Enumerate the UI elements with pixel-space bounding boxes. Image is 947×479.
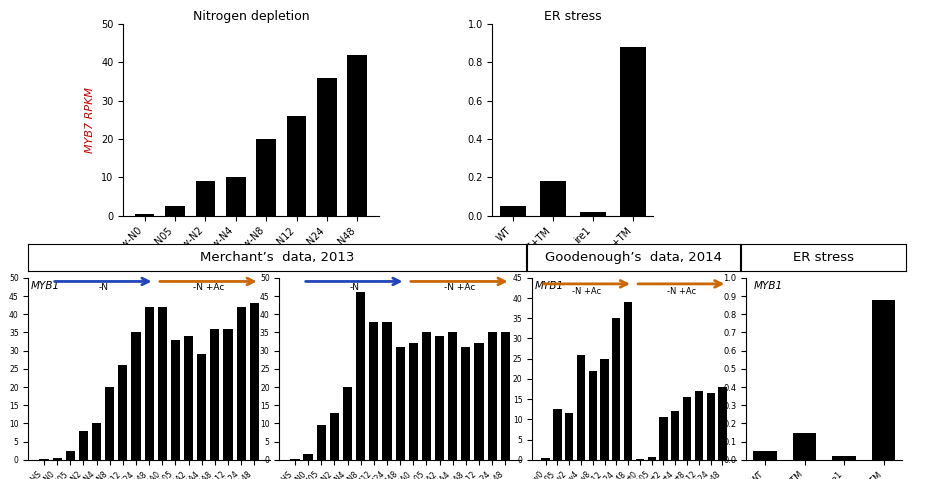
Bar <box>624 302 633 460</box>
Bar <box>435 336 444 460</box>
Bar <box>132 332 140 460</box>
Bar <box>872 300 896 460</box>
Bar <box>118 365 128 460</box>
Bar <box>210 329 220 460</box>
Text: MYB1: MYB1 <box>534 281 563 291</box>
Bar <box>542 458 549 460</box>
Bar <box>474 343 484 460</box>
Text: -N: -N <box>98 284 108 292</box>
Bar <box>793 433 816 460</box>
Bar <box>695 391 703 460</box>
Bar <box>719 387 726 460</box>
Bar <box>396 347 404 460</box>
Bar <box>832 456 856 460</box>
Bar <box>145 307 153 460</box>
Bar <box>635 458 644 460</box>
Bar <box>226 177 245 216</box>
Bar <box>165 206 185 216</box>
Text: MYB1: MYB1 <box>754 281 783 291</box>
Bar <box>356 292 366 460</box>
Bar <box>488 332 497 460</box>
Bar <box>303 455 313 460</box>
Text: ER stress: ER stress <box>793 251 854 264</box>
Bar <box>170 340 180 460</box>
Text: -N: -N <box>349 284 359 292</box>
Text: Merchant’s  data, 2013: Merchant’s data, 2013 <box>200 251 354 264</box>
Bar <box>461 347 471 460</box>
Bar <box>500 206 526 216</box>
Y-axis label: MYB7 RPKM: MYB7 RPKM <box>0 342 4 396</box>
Bar <box>409 343 418 460</box>
Text: -N +Ac: -N +Ac <box>192 284 224 292</box>
Bar <box>197 354 206 460</box>
Bar <box>754 451 777 460</box>
Bar <box>577 354 585 460</box>
Bar <box>79 431 88 460</box>
Bar <box>330 412 339 460</box>
Bar <box>501 332 509 460</box>
Bar <box>348 55 367 216</box>
Bar <box>565 413 573 460</box>
Bar <box>52 458 62 460</box>
Y-axis label: MYB7 RPKM: MYB7 RPKM <box>85 87 96 153</box>
Bar <box>287 116 307 216</box>
Bar <box>184 336 193 460</box>
Bar <box>612 318 620 460</box>
Bar <box>421 332 431 460</box>
Bar <box>671 411 679 460</box>
Text: -N +Ac: -N +Ac <box>667 287 696 296</box>
Bar <box>706 393 715 460</box>
Bar <box>134 215 154 216</box>
Bar <box>105 387 115 460</box>
Bar <box>369 321 379 460</box>
Bar <box>600 359 609 460</box>
Text: -N +Ac: -N +Ac <box>443 284 475 292</box>
Bar <box>540 181 566 216</box>
Text: -N +Ac: -N +Ac <box>572 287 601 296</box>
Bar <box>580 212 606 216</box>
Bar <box>250 303 259 460</box>
Title: ER stress: ER stress <box>545 10 601 23</box>
Bar <box>553 409 562 460</box>
Bar <box>40 459 48 460</box>
Bar <box>620 47 646 216</box>
Bar <box>158 307 167 460</box>
Bar <box>659 417 668 460</box>
Bar <box>317 78 337 216</box>
Bar <box>383 321 391 460</box>
Bar <box>448 332 457 460</box>
Bar <box>92 423 101 460</box>
Bar <box>223 329 233 460</box>
Bar <box>343 387 352 460</box>
Bar <box>316 425 326 460</box>
Bar <box>589 371 597 460</box>
Bar <box>237 307 246 460</box>
Bar <box>648 456 656 460</box>
Bar <box>65 451 75 460</box>
Bar <box>683 397 691 460</box>
Text: Goodenough’s  data, 2014: Goodenough’s data, 2014 <box>545 251 722 264</box>
Bar <box>195 181 215 216</box>
Bar <box>257 139 276 216</box>
Title: Nitrogen depletion: Nitrogen depletion <box>192 10 310 23</box>
Text: MYB1: MYB1 <box>31 281 60 291</box>
